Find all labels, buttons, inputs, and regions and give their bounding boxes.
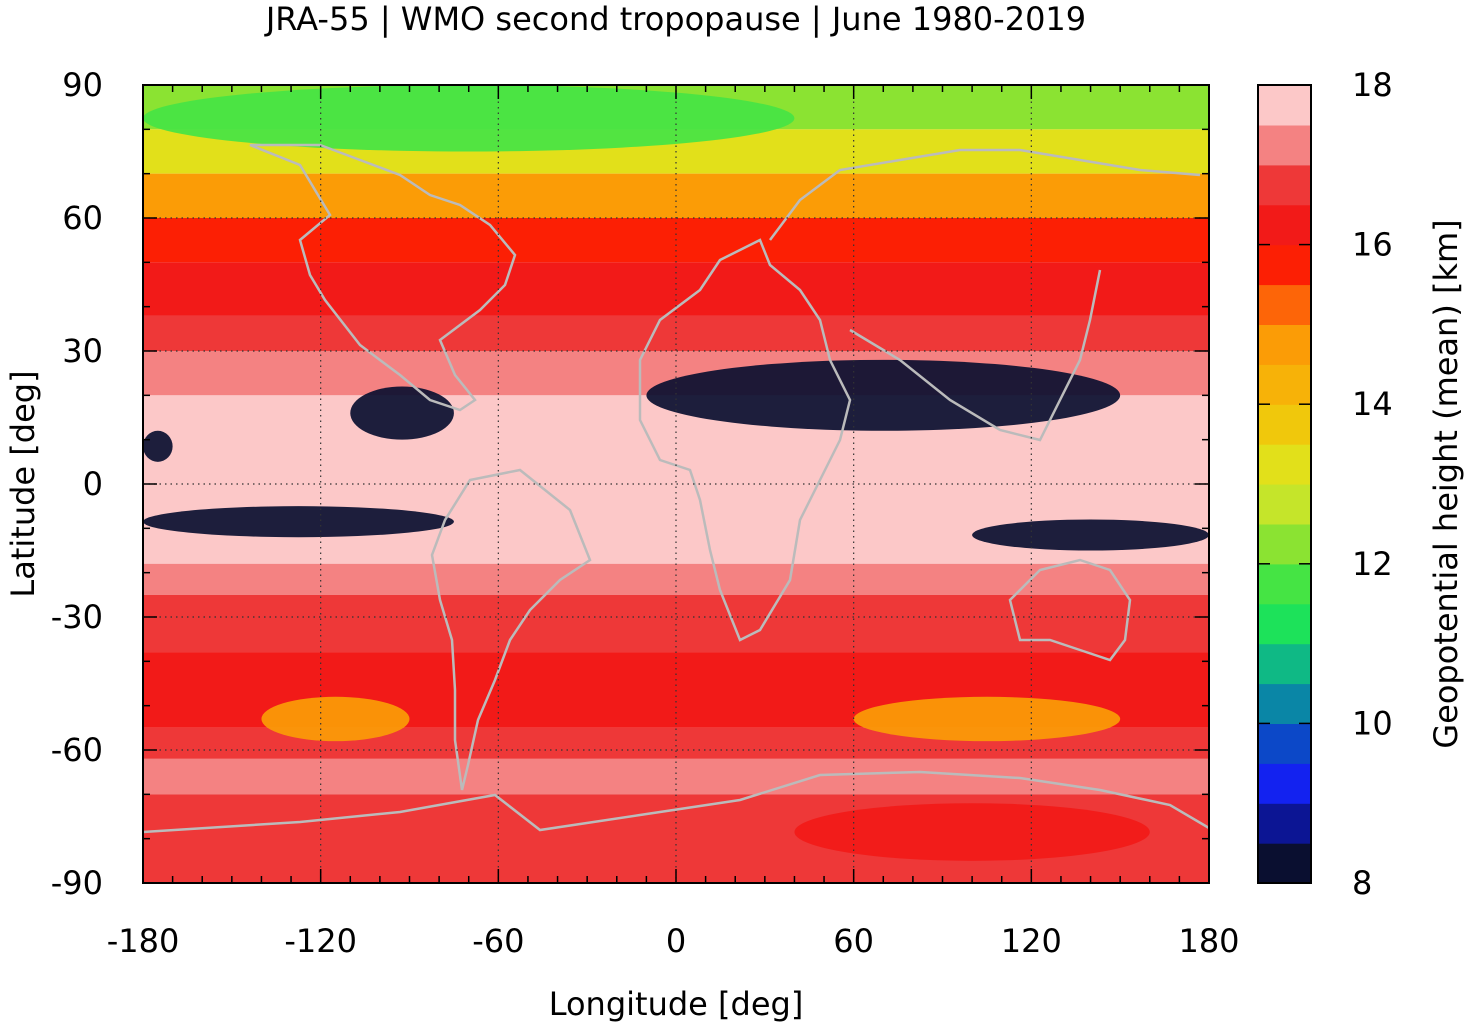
- colorbar-cell: [1258, 563, 1311, 605]
- x-tick-label: 0: [666, 922, 686, 960]
- colorbar: 18 16 14 12 10 8: [1257, 66, 1393, 902]
- coastline-africa-europe: [638, 238, 852, 642]
- colorbar-tick-label: 16: [1352, 226, 1393, 264]
- colorbar-cell: [1258, 85, 1311, 126]
- y-tick-label: -60: [51, 731, 103, 769]
- coastline-eurasia: [769, 148, 1201, 442]
- indian-ocean-southern-maximum: [853, 696, 1121, 742]
- missing-zone-pacific-north: [143, 430, 173, 462]
- colorbar-cell: [1258, 284, 1311, 325]
- colorbar-label: Geopotential height (mean) [km]: [1427, 219, 1465, 748]
- x-tick-label: 60: [833, 922, 874, 960]
- y-tick-label: 60: [62, 199, 103, 237]
- colorbar-cell: [1258, 803, 1311, 844]
- coastline-south-america: [430, 468, 592, 791]
- y-tick-label: -30: [51, 598, 103, 636]
- colorbar-cell: [1258, 763, 1311, 804]
- axis-ticks: [142, 84, 1210, 884]
- missing-zone-south-pacific: [143, 506, 454, 538]
- coastline-antarctica: [143, 770, 1209, 834]
- zonal-band-9: [143, 594, 1209, 653]
- colorbar-cell: [1258, 164, 1311, 206]
- coastline-australia: [1008, 558, 1132, 662]
- colorbar-cell: [1258, 523, 1311, 565]
- colorbar-tick-label: 12: [1352, 545, 1393, 583]
- arctic-low: [143, 85, 795, 152]
- colorbar-cell: [1258, 204, 1311, 246]
- colorbar-cell: [1258, 324, 1311, 365]
- missing-zone-indian-ocean: [972, 519, 1209, 551]
- colorbar-cells: [1258, 85, 1311, 884]
- antarctic-maximum: [794, 803, 1150, 861]
- chart-title: JRA-55 | WMO second tropopause | June 19…: [264, 0, 1086, 38]
- colorbar-tick-labels: 18 16 14 12 10 8: [1352, 66, 1393, 902]
- axis-tick-labels: -180 -120 -60 0 60 120 180 90 60 30 0 -30 -60 -90: [51, 66, 1240, 960]
- coastlines-layer: [143, 143, 1209, 834]
- y-tick-label: 0: [83, 465, 103, 503]
- colorbar-tick-label: 14: [1352, 385, 1393, 423]
- y-tick-label: -90: [51, 864, 103, 902]
- colorbar-cell: [1258, 364, 1311, 405]
- x-axis-label: Longitude [deg]: [549, 985, 804, 1023]
- x-tick-label: -60: [472, 922, 524, 960]
- colorbar-cell: [1258, 643, 1311, 685]
- south-pacific-maximum: [261, 696, 410, 742]
- colorbar-cell: [1258, 124, 1311, 166]
- colorbar-cell: [1258, 244, 1311, 286]
- coastline-north-america: [249, 143, 517, 412]
- colorbar-ticks: [1258, 84, 1311, 884]
- missing-zone-americas-north: [350, 386, 454, 440]
- y-axis-label: Latitude [deg]: [4, 370, 42, 597]
- colorbar-frame: [1257, 84, 1312, 884]
- colorbar-cell: [1258, 404, 1311, 445]
- missing-zone-asia-africa-north: [646, 359, 1121, 431]
- zonal-band-12: [143, 758, 1209, 795]
- x-tick-label: 120: [1001, 922, 1062, 960]
- x-tick-label: 180: [1178, 922, 1239, 960]
- x-tick-label: -180: [107, 922, 180, 960]
- colorbar-tick-label: 8: [1352, 864, 1372, 902]
- plot-area: [143, 85, 1209, 883]
- colorbar-cell: [1258, 484, 1311, 525]
- colorbar-cell: [1258, 723, 1311, 764]
- colorbar-tick-label: 10: [1352, 704, 1393, 742]
- grid-layer: [143, 85, 1209, 883]
- features-layer: [143, 85, 1209, 861]
- colorbar-cell: [1258, 843, 1311, 884]
- colorbar-cell: [1258, 683, 1311, 724]
- colorbar-tick-label: 18: [1352, 66, 1393, 104]
- colorbar-cell: [1258, 444, 1311, 485]
- y-tick-label: 90: [62, 66, 103, 104]
- colorbar-cell: [1258, 603, 1311, 645]
- x-tick-label: -120: [284, 922, 357, 960]
- y-tick-label: 30: [62, 332, 103, 370]
